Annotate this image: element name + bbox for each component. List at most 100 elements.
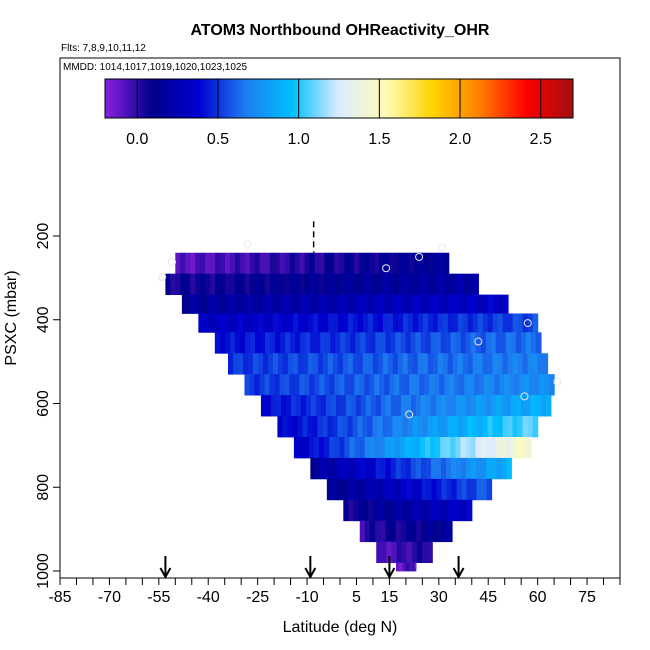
heatmap-cell: [294, 273, 301, 296]
heatmap-cell: [462, 353, 469, 375]
heatmap-cell: [467, 416, 474, 438]
heatmap-cell: [505, 332, 512, 354]
heatmap-cell: [228, 313, 234, 333]
heatmap-cell: [400, 520, 407, 543]
heatmap-cell: [502, 313, 509, 333]
heatmap-cell: [389, 374, 395, 396]
heatmap-cell: [288, 313, 294, 333]
heatmap-cell: [432, 499, 438, 522]
heatmap-cell: [325, 457, 332, 480]
heatmap-cell: [368, 499, 374, 522]
heatmap-cell: [428, 252, 435, 275]
heatmap-cell: [455, 437, 462, 459]
heatmap-cell: [412, 313, 419, 333]
heatmap-cell: [232, 294, 238, 314]
heatmap-cell: [402, 499, 409, 522]
heatmap-cell: [244, 252, 251, 275]
heatmap-cell: [389, 437, 396, 459]
heatmap-cell: [452, 294, 459, 314]
heatmap-cell: [375, 520, 381, 543]
heatmap-cell: [318, 313, 324, 333]
heatmap-cell: [351, 478, 358, 501]
heatmap-cell: [512, 416, 519, 438]
heatmap-cell: [292, 353, 299, 375]
heatmap-cell: [447, 416, 454, 438]
heatmap-cell: [234, 252, 241, 275]
x-tick-label: 5: [352, 589, 361, 606]
heatmap-cell: [283, 313, 289, 333]
heatmap-cell: [372, 313, 379, 333]
heatmap-cell: [268, 313, 274, 333]
heatmap-cell: [425, 437, 431, 459]
flight-marker: [158, 273, 167, 282]
heatmap-cell: [355, 332, 361, 354]
heatmap-cell: [370, 332, 376, 354]
heatmap-cell: [361, 478, 368, 501]
heatmap-cell: [501, 457, 507, 480]
heatmap-cell: [210, 273, 216, 296]
heatmap-cell: [524, 374, 530, 396]
heatmap-cell: [280, 332, 286, 354]
heatmap-cell: [443, 273, 450, 296]
heatmap-cell: [327, 294, 333, 314]
heatmap-cell: [367, 416, 374, 438]
heatmap-cell: [363, 499, 369, 522]
heatmap-cell: [402, 313, 409, 333]
y-tick-label: 1000: [35, 553, 52, 589]
heatmap-cell: [335, 332, 341, 354]
down-arrow-icon: [452, 556, 465, 580]
heatmap-cell: [492, 313, 499, 333]
heatmap-cell: [407, 313, 414, 333]
heatmap-cell: [423, 252, 430, 275]
heatmap-cell: [355, 395, 362, 417]
heatmap-cell: [476, 457, 482, 480]
heatmap-cell: [405, 562, 410, 572]
heatmap-cell: [330, 457, 337, 480]
heatmap-cell: [452, 499, 458, 522]
heatmap-cell: [275, 332, 281, 354]
heatmap-cell: [386, 541, 393, 564]
heatmap-cell: [482, 416, 489, 438]
heatmap-cell: [354, 252, 360, 275]
x-tick-label: -10: [295, 589, 318, 606]
heatmap-cell: [274, 252, 281, 275]
heatmap-cell: [467, 294, 474, 314]
heatmap-cell: [474, 374, 480, 396]
heatmap-cell: [440, 395, 447, 417]
heatmap-cell: [309, 374, 315, 396]
heatmap-cell: [396, 541, 403, 564]
heatmap-cell: [315, 332, 321, 354]
heatmap-cell: [198, 313, 204, 333]
heatmap-cell: [471, 457, 477, 480]
heatmap-cell: [535, 332, 542, 354]
heatmap-cell: [344, 273, 350, 296]
heatmap-cell: [175, 252, 181, 275]
heatmap-cell: [331, 478, 338, 501]
heatmap-cell: [412, 416, 419, 438]
heatmap-cell: [381, 541, 388, 564]
heatmap-cell: [437, 313, 444, 333]
heatmap-cell: [432, 353, 439, 375]
heatmap-cell: [285, 332, 291, 354]
heatmap-cell: [330, 395, 337, 417]
heatmap-cell: [490, 395, 497, 417]
heatmap-cell: [445, 395, 452, 417]
heatmap-cell: [510, 332, 517, 354]
heatmap-cell: [352, 353, 359, 375]
heatmap-cell: [415, 457, 422, 480]
heatmap-cell: [407, 499, 414, 522]
heatmap-cell: [300, 332, 306, 354]
heatmap-cell: [244, 374, 251, 396]
heatmap-cell: [426, 520, 433, 543]
heatmap-cell: [412, 294, 419, 314]
heatmap-cell: [417, 416, 424, 438]
heatmap-cell: [372, 294, 379, 314]
heatmap-cell: [462, 313, 469, 333]
heatmap-cell: [253, 313, 259, 333]
heatmap-cell: [249, 332, 256, 354]
heatmap-cell: [370, 395, 377, 417]
heatmap-cell: [477, 313, 484, 333]
heatmap-cell: [435, 395, 442, 417]
heatmap-cell: [417, 313, 424, 333]
